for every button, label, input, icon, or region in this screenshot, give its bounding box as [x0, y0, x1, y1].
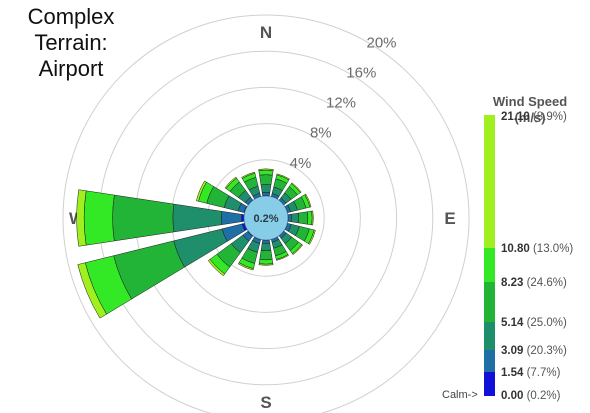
- legend-swatch-1: [484, 115, 495, 248]
- petal-ese-bin-6: [308, 229, 316, 245]
- petal-s-bin-6: [258, 263, 274, 266]
- legend-swatch-3: [484, 282, 495, 322]
- legend-calm-label: Calm->: [442, 389, 478, 401]
- chart-title-line-2: Terrain:: [34, 30, 108, 55]
- petal-nne-bin-6: [276, 173, 290, 181]
- legend-value-1: 21.10: [501, 111, 530, 123]
- petal-s-bin-3: [260, 242, 272, 252]
- petal-se-bin-6: [292, 244, 304, 256]
- petal-ene-bin-6: [304, 193, 312, 208]
- ring-label-1: 4%: [290, 155, 312, 172]
- petal-wnw-bin-6: [196, 180, 207, 202]
- legend-swatch-4: [484, 322, 495, 350]
- petal-e-bin-2: [287, 213, 292, 223]
- petal-e-bin-5: [307, 210, 313, 226]
- chart-title-line-3: Airport: [38, 56, 104, 81]
- legend-percent-4: (25.0%): [523, 317, 567, 329]
- legend-label-3: 8.23 (24.6%): [501, 277, 567, 289]
- ring-label-3: 12%: [326, 95, 356, 112]
- compass-label-north: N: [260, 23, 272, 42]
- legend-value-2: 10.80: [501, 243, 530, 255]
- petal-nw-bin-6: [224, 176, 237, 189]
- legend-percent-5: (20.3%): [523, 345, 567, 357]
- legend-percent-6: (7.7%): [523, 367, 560, 379]
- legend-label-6: 1.54 (7.7%): [501, 367, 561, 379]
- ring-label-5: 20%: [366, 35, 396, 52]
- legend-label-5: 3.09 (20.3%): [501, 345, 567, 357]
- legend-value-3: 8.23: [501, 277, 523, 289]
- chart-title-line-1: Complex: [27, 4, 115, 29]
- petal-n-bin-3: [260, 184, 272, 193]
- legend-swatch-5: [484, 350, 495, 372]
- legend-label-7: 0.00 (0.2%): [501, 390, 561, 402]
- legend-percent-1: (8.9%): [530, 111, 567, 123]
- petal-w-bin-5: [83, 190, 115, 246]
- petal-sse-bin-6: [275, 254, 289, 261]
- legend-title-line-2: (m/s): [514, 110, 545, 125]
- petal-sw-bin-6: [207, 258, 226, 277]
- legend-percent-7: (0.2%): [523, 390, 560, 402]
- legend-label-2: 10.80 (13.0%): [501, 243, 573, 255]
- petal-n-bin-5: [258, 169, 274, 176]
- petal-e-bin-6: [311, 210, 314, 226]
- calm-label: 0.2%: [253, 213, 278, 225]
- petal-s-bin-5: [258, 259, 274, 265]
- chart-title: Complex Terrain: Airport: [0, 4, 142, 82]
- petal-w-bin-2: [221, 211, 243, 225]
- petal-n-bin-2: [261, 192, 271, 197]
- calm-circle: [243, 195, 289, 241]
- petal-e-bin-3: [290, 212, 300, 224]
- petal-w-bin-3: [172, 203, 223, 233]
- legend-value-7: 0.00: [501, 390, 523, 402]
- legend-title-line-1: Wind Speed: [493, 94, 567, 109]
- petal-wsw-bin-6: [77, 262, 107, 319]
- petal-s-bin-4: [259, 250, 273, 261]
- legend-percent-3: (24.6%): [523, 277, 567, 289]
- legend-label-1: 21.10 (8.9%): [501, 111, 567, 123]
- petal-w-bin-6: [76, 189, 87, 247]
- petal-n-bin-6: [258, 168, 274, 171]
- petal-n-bin-4: [259, 174, 273, 186]
- legend-value-4: 5.14: [501, 317, 524, 329]
- petal-ne-bin-6: [291, 182, 302, 193]
- legend-value-5: 3.09: [501, 345, 523, 357]
- legend-percent-2: (13.0%): [530, 243, 574, 255]
- ring-circle-5: [62, 14, 470, 413]
- petal-nnw-bin-6: [241, 171, 256, 179]
- petal-e-bin-4: [298, 211, 309, 225]
- ring-label-2: 8%: [310, 125, 332, 142]
- legend-swatch-2: [484, 248, 495, 282]
- compass-label-east: E: [444, 209, 455, 228]
- petal-ssw-bin-6: [237, 262, 254, 271]
- legend-value-6: 1.54: [501, 367, 524, 379]
- petal-s-bin-2: [261, 239, 271, 244]
- legend-swatch-6: [484, 372, 495, 390]
- legend-label-4: 5.14 (25.0%): [501, 317, 567, 329]
- petal-w-bin-4: [112, 194, 175, 242]
- ring-label-4: 16%: [346, 65, 376, 82]
- compass-label-south: S: [260, 393, 271, 412]
- legend-swatch-7: [484, 390, 495, 396]
